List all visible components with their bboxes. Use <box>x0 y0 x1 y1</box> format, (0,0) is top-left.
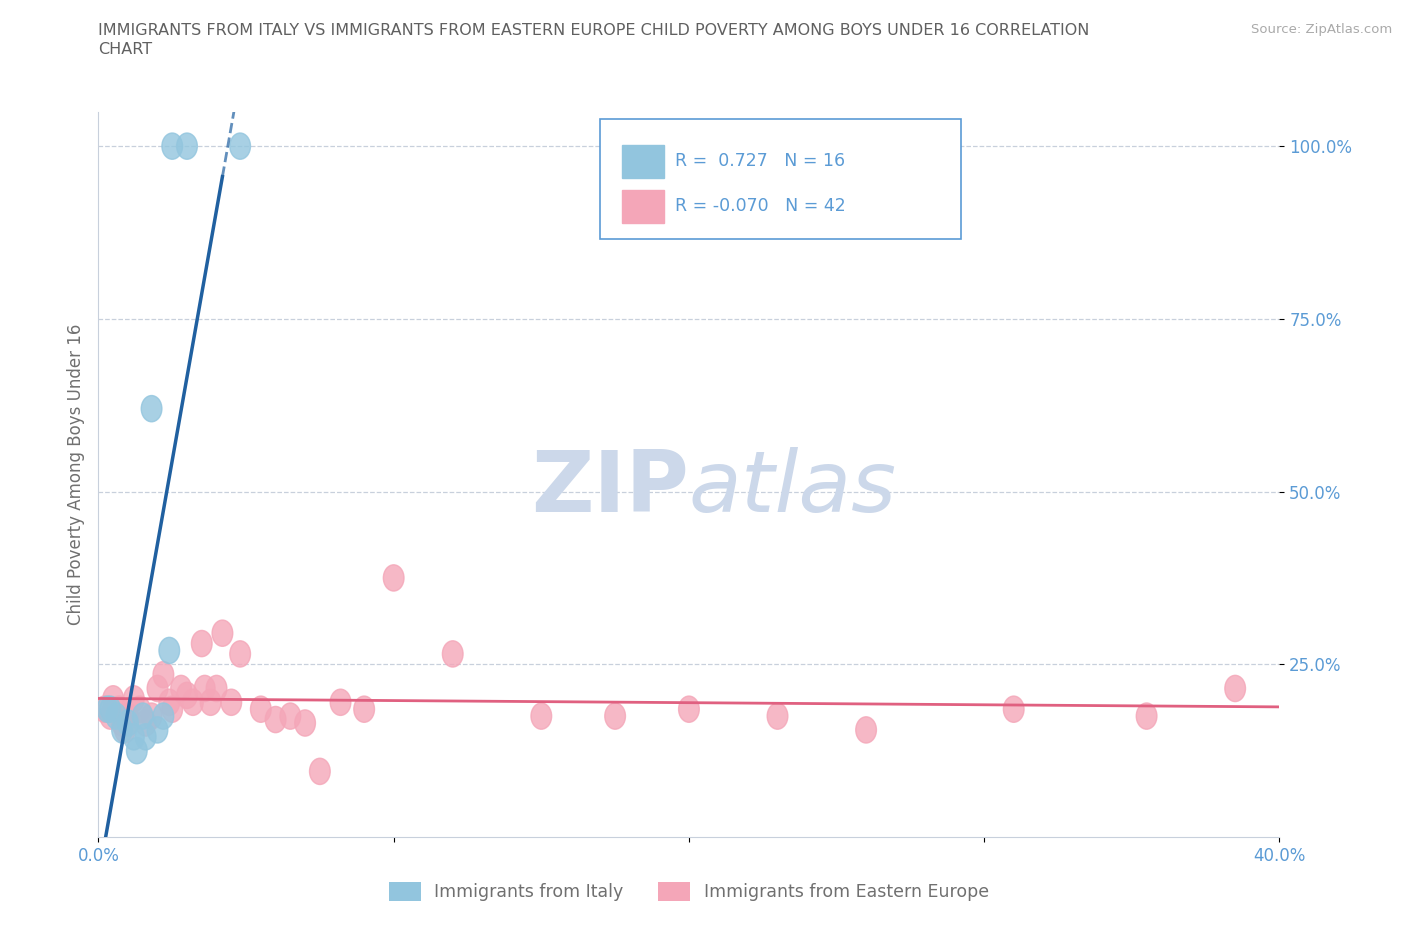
FancyBboxPatch shape <box>621 145 664 179</box>
Ellipse shape <box>153 703 174 729</box>
Ellipse shape <box>153 661 174 688</box>
Ellipse shape <box>177 133 197 159</box>
Text: ZIP: ZIP <box>531 447 689 530</box>
Ellipse shape <box>159 689 180 715</box>
Ellipse shape <box>183 689 204 715</box>
Ellipse shape <box>605 703 626 729</box>
Ellipse shape <box>1004 696 1024 723</box>
Ellipse shape <box>191 631 212 657</box>
Ellipse shape <box>124 724 145 750</box>
Ellipse shape <box>94 696 115 723</box>
Ellipse shape <box>105 703 127 729</box>
Ellipse shape <box>207 675 226 701</box>
Text: CHART: CHART <box>98 42 152 57</box>
Ellipse shape <box>229 133 250 159</box>
Ellipse shape <box>194 675 215 701</box>
Ellipse shape <box>100 696 121 723</box>
Text: atlas: atlas <box>689 447 897 530</box>
FancyBboxPatch shape <box>621 190 664 223</box>
Ellipse shape <box>103 685 124 712</box>
Ellipse shape <box>384 565 404 591</box>
Ellipse shape <box>159 637 180 664</box>
FancyBboxPatch shape <box>600 119 960 239</box>
Ellipse shape <box>148 675 167 701</box>
Ellipse shape <box>127 737 148 764</box>
Ellipse shape <box>229 641 250 667</box>
Ellipse shape <box>132 703 153 729</box>
Ellipse shape <box>97 696 118 723</box>
Ellipse shape <box>768 703 787 729</box>
Ellipse shape <box>295 710 315 737</box>
Ellipse shape <box>354 696 374 723</box>
Ellipse shape <box>162 696 183 723</box>
Ellipse shape <box>679 696 699 723</box>
Ellipse shape <box>118 703 138 729</box>
Ellipse shape <box>856 717 876 743</box>
Ellipse shape <box>108 696 129 723</box>
Ellipse shape <box>111 717 132 743</box>
Legend: Immigrants from Italy, Immigrants from Eastern Europe: Immigrants from Italy, Immigrants from E… <box>382 875 995 908</box>
Text: Source: ZipAtlas.com: Source: ZipAtlas.com <box>1251 23 1392 36</box>
Ellipse shape <box>111 710 132 737</box>
Ellipse shape <box>129 696 150 723</box>
Text: R = -0.070   N = 42: R = -0.070 N = 42 <box>675 197 845 215</box>
Ellipse shape <box>118 710 138 737</box>
Text: IMMIGRANTS FROM ITALY VS IMMIGRANTS FROM EASTERN EUROPE CHILD POVERTY AMONG BOYS: IMMIGRANTS FROM ITALY VS IMMIGRANTS FROM… <box>98 23 1090 38</box>
Ellipse shape <box>124 685 145 712</box>
Ellipse shape <box>200 689 221 715</box>
Ellipse shape <box>309 758 330 785</box>
Ellipse shape <box>280 703 301 729</box>
Ellipse shape <box>148 717 167 743</box>
Ellipse shape <box>100 703 121 729</box>
Ellipse shape <box>266 707 285 733</box>
Ellipse shape <box>531 703 551 729</box>
Ellipse shape <box>177 683 197 709</box>
Ellipse shape <box>141 703 162 729</box>
Ellipse shape <box>1225 675 1246 701</box>
Y-axis label: Child Poverty Among Boys Under 16: Child Poverty Among Boys Under 16 <box>66 324 84 625</box>
Ellipse shape <box>135 724 156 750</box>
Ellipse shape <box>141 395 162 422</box>
Ellipse shape <box>330 689 352 715</box>
Ellipse shape <box>170 675 191 701</box>
Ellipse shape <box>135 710 156 737</box>
Ellipse shape <box>162 133 183 159</box>
Ellipse shape <box>443 641 463 667</box>
Ellipse shape <box>250 696 271 723</box>
Ellipse shape <box>115 717 135 743</box>
Ellipse shape <box>221 689 242 715</box>
Ellipse shape <box>212 620 233 646</box>
Text: R =  0.727   N = 16: R = 0.727 N = 16 <box>675 152 845 170</box>
Ellipse shape <box>1136 703 1157 729</box>
